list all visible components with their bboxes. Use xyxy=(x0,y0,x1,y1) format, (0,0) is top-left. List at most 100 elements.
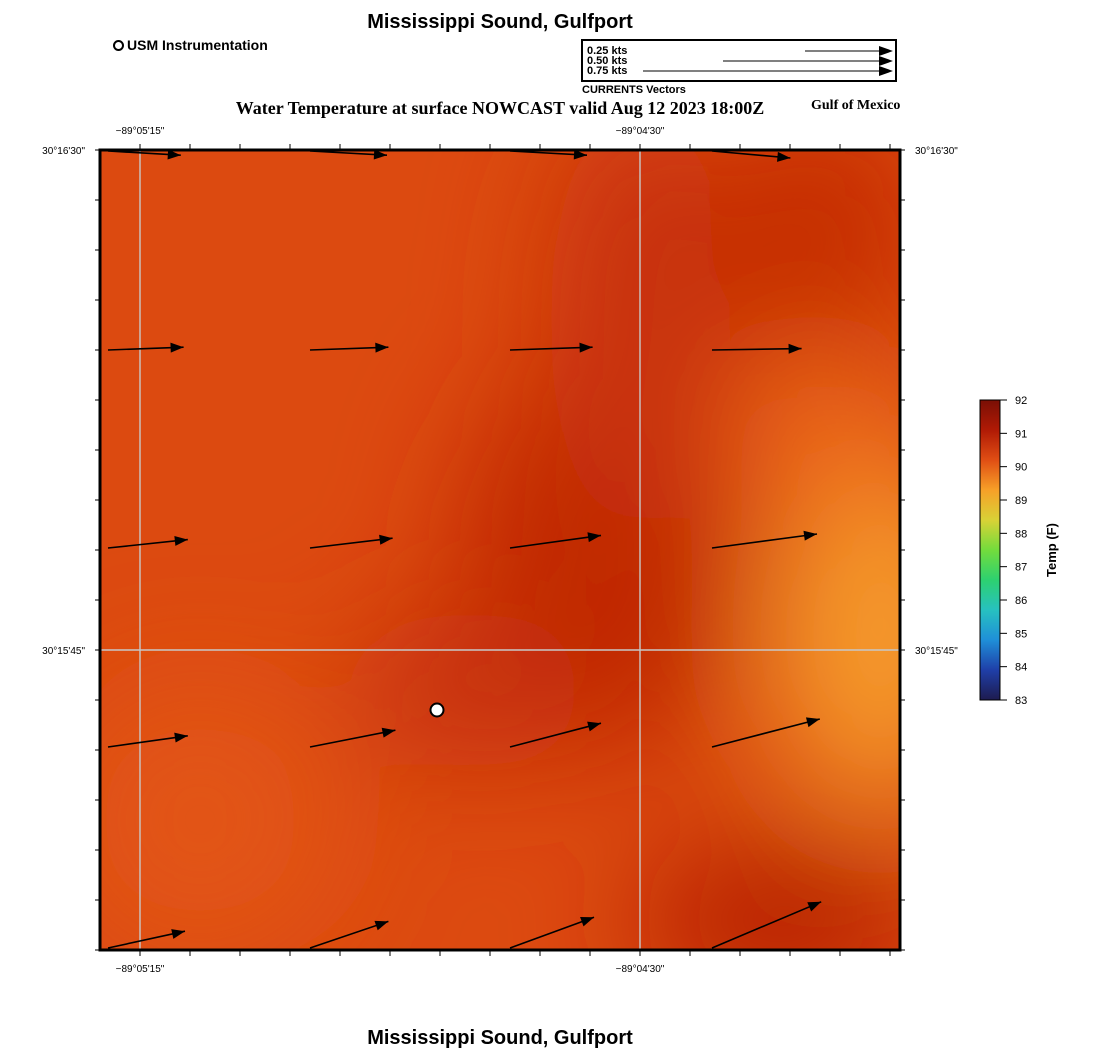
bottom-lon-label-2: −89°04'30" xyxy=(616,964,665,975)
current-vector-head xyxy=(174,732,188,743)
vector-legend-caption: CURRENTS Vectors xyxy=(582,84,686,96)
current-vector-shaft xyxy=(711,347,802,351)
current-vector xyxy=(711,150,791,162)
colorbar-title: Temp (F) xyxy=(1044,523,1059,577)
current-vector xyxy=(309,727,396,748)
current-vector-head xyxy=(375,342,389,353)
current-vector-shaft xyxy=(309,346,389,351)
vector-scale-arrowhead-050 xyxy=(879,56,893,66)
current-vector xyxy=(309,149,388,160)
vector-scale-label-075: 0.75 kts xyxy=(587,65,628,77)
map-subtitle: Water Temperature at surface NOWCAST val… xyxy=(235,98,765,118)
current-vector-shaft xyxy=(509,534,602,549)
current-vector-shaft xyxy=(107,538,188,549)
current-vector-head xyxy=(587,721,601,732)
current-vector-head xyxy=(167,149,181,160)
current-vector-shaft xyxy=(309,920,389,949)
current-vector-head xyxy=(803,530,817,541)
top-lon-label-1: −89°05'15" xyxy=(116,126,165,137)
current-vector-shaft xyxy=(509,916,595,949)
left-lat-label-2: 30°15'45" xyxy=(42,646,85,657)
current-vector-head xyxy=(807,901,822,912)
station-legend-label: USM Instrumentation xyxy=(127,37,268,53)
colorbar-tick-label: 91 xyxy=(1015,428,1027,440)
colorbar-tick-label: 83 xyxy=(1015,695,1027,707)
current-vector-shaft xyxy=(107,735,188,748)
colorbar: 92 91 90 89 88 87 86 85 84 83 Temp (F) xyxy=(979,395,1059,707)
current-vector-head xyxy=(777,151,791,162)
vector-scale-label-050: 0.50 kts xyxy=(587,55,628,67)
vector-scale-arrows xyxy=(643,46,893,76)
colorbar-tick-label: 89 xyxy=(1015,495,1027,507)
current-vector-shaft xyxy=(309,537,393,549)
current-vector-head xyxy=(170,342,184,353)
current-vectors xyxy=(107,149,822,949)
right-lat-label-1: 30°16'30" xyxy=(915,146,958,157)
current-vector xyxy=(509,149,588,160)
vector-scale-arrowhead-025 xyxy=(879,46,893,56)
top-lon-label-2: −89°04'30" xyxy=(616,126,665,137)
temperature-field xyxy=(100,150,900,950)
current-vector xyxy=(107,929,186,949)
station-legend: USM Instrumentation xyxy=(113,37,268,53)
current-vector xyxy=(107,149,181,160)
current-vector-head xyxy=(174,535,188,546)
current-vector-shaft xyxy=(107,930,186,949)
current-vector xyxy=(711,901,822,949)
current-vector-head xyxy=(788,343,802,354)
colorbar-gradient xyxy=(979,399,1001,701)
current-vector-head xyxy=(373,149,387,160)
right-lat-label-2: 30°15'45" xyxy=(915,646,958,657)
current-vector-head xyxy=(579,342,593,353)
current-vector-shaft xyxy=(711,533,818,549)
station-marker-icon xyxy=(113,39,124,51)
colorbar-tick-label: 84 xyxy=(1015,662,1027,674)
current-vector xyxy=(509,916,595,949)
current-vector-head xyxy=(580,916,594,927)
colorbar-tick-label: 86 xyxy=(1015,595,1027,607)
colorbar-tick-label: 88 xyxy=(1015,528,1027,540)
vector-scale-label-025: 0.25 kts xyxy=(587,45,628,57)
vector-scale-legend: 0.25 kts 0.50 kts 0.75 kts xyxy=(581,39,897,82)
map-footer-title: Mississippi Sound, Gulfport xyxy=(367,1027,633,1049)
left-lat-label-1: 30°16'30" xyxy=(42,146,85,157)
current-vector-head xyxy=(805,717,820,728)
current-vector-head xyxy=(381,727,396,738)
current-vector xyxy=(509,721,602,748)
current-vector xyxy=(509,342,593,353)
current-vector xyxy=(509,532,602,549)
colorbar-ticks: 92 91 90 89 88 87 86 85 84 83 xyxy=(1000,395,1027,707)
region-label: Gulf of Mexico xyxy=(811,98,901,113)
current-vector-shaft xyxy=(509,346,593,351)
current-vector xyxy=(107,732,188,748)
usm-station-marker[interactable] xyxy=(429,702,445,718)
colorbar-tick-label: 90 xyxy=(1015,462,1027,474)
current-vector xyxy=(309,342,389,353)
colorbar-tick-label: 92 xyxy=(1015,395,1027,407)
current-vector xyxy=(107,342,184,353)
colorbar-tick-label: 87 xyxy=(1015,562,1027,574)
current-vector-shaft xyxy=(309,729,396,748)
current-vector-head xyxy=(379,534,393,545)
current-vector-head xyxy=(587,532,601,543)
current-vector-head xyxy=(573,149,587,160)
current-vector-shaft xyxy=(711,718,821,748)
colorbar-tick-label: 85 xyxy=(1015,628,1027,640)
current-vector xyxy=(711,717,821,748)
current-vector-shaft xyxy=(711,150,791,159)
bottom-lon-label-1: −89°05'15" xyxy=(116,964,165,975)
current-vector-shaft xyxy=(711,901,822,949)
current-vector xyxy=(309,534,393,549)
current-vector-head xyxy=(374,920,389,931)
map-title: Mississippi Sound, Gulfport xyxy=(367,11,633,33)
current-vector xyxy=(107,535,188,549)
current-vector xyxy=(711,343,802,354)
graticule xyxy=(100,150,900,950)
frame-ticks xyxy=(95,144,905,956)
current-vector xyxy=(309,920,389,949)
current-vector-shaft xyxy=(509,722,602,748)
current-vector xyxy=(711,530,818,549)
current-vector-head xyxy=(171,929,185,939)
vector-scale-arrowhead-075 xyxy=(879,66,893,76)
